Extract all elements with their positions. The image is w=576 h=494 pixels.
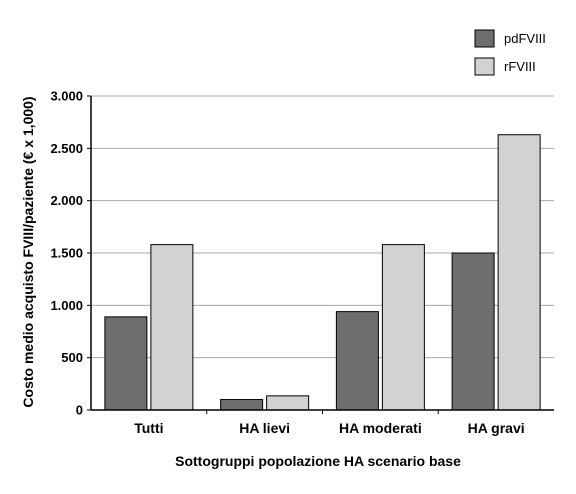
y-tick-label: 3.000 bbox=[50, 89, 83, 104]
bar-pdfviii-3 bbox=[451, 252, 495, 411]
legend-label-rfviii: rFVIII bbox=[504, 59, 536, 74]
bar-rfviii-1 bbox=[266, 395, 310, 411]
y-tick-labels: 0 500 1.000 1.500 2.000 2.500 3.000 bbox=[50, 89, 83, 418]
legend-swatch-rfviii bbox=[474, 57, 495, 76]
bar-pdfviii-2 bbox=[335, 311, 379, 411]
y-tick-label: 500 bbox=[61, 350, 83, 365]
x-axis-title: Sottogruppi popolazione HA scenario base bbox=[175, 453, 461, 469]
legend: pdFVIII rFVIII bbox=[474, 29, 546, 76]
y-tick-label: 1.000 bbox=[50, 298, 83, 313]
x-category-label: Tutti bbox=[134, 420, 163, 436]
bar-pdfviii-0 bbox=[104, 316, 148, 411]
x-category-label: HA moderati bbox=[339, 420, 422, 436]
x-category-label: HA gravi bbox=[468, 420, 525, 436]
legend-swatch-pdfviii bbox=[474, 29, 495, 48]
y-tick-label: 2.000 bbox=[50, 193, 83, 208]
legend-label-pdfviii: pdFVIII bbox=[504, 31, 546, 46]
y-tick-label: 0 bbox=[76, 403, 83, 418]
bars bbox=[104, 134, 541, 411]
bar-rfviii-3 bbox=[497, 134, 541, 411]
axes bbox=[87, 95, 554, 414]
y-axis-title: Costo medio acquisto FVIII/paziente (€ x… bbox=[20, 96, 36, 407]
y-tick-label: 2.500 bbox=[50, 141, 83, 156]
x-category-labels: Tutti HA lievi HA moderati HA gravi bbox=[134, 420, 524, 436]
bar-rfviii-0 bbox=[150, 244, 194, 411]
bar-pdfviii-1 bbox=[220, 399, 264, 411]
y-tick-label: 1.500 bbox=[50, 246, 83, 261]
x-category-label: HA lievi bbox=[239, 420, 290, 436]
bar-rfviii-2 bbox=[381, 244, 425, 411]
